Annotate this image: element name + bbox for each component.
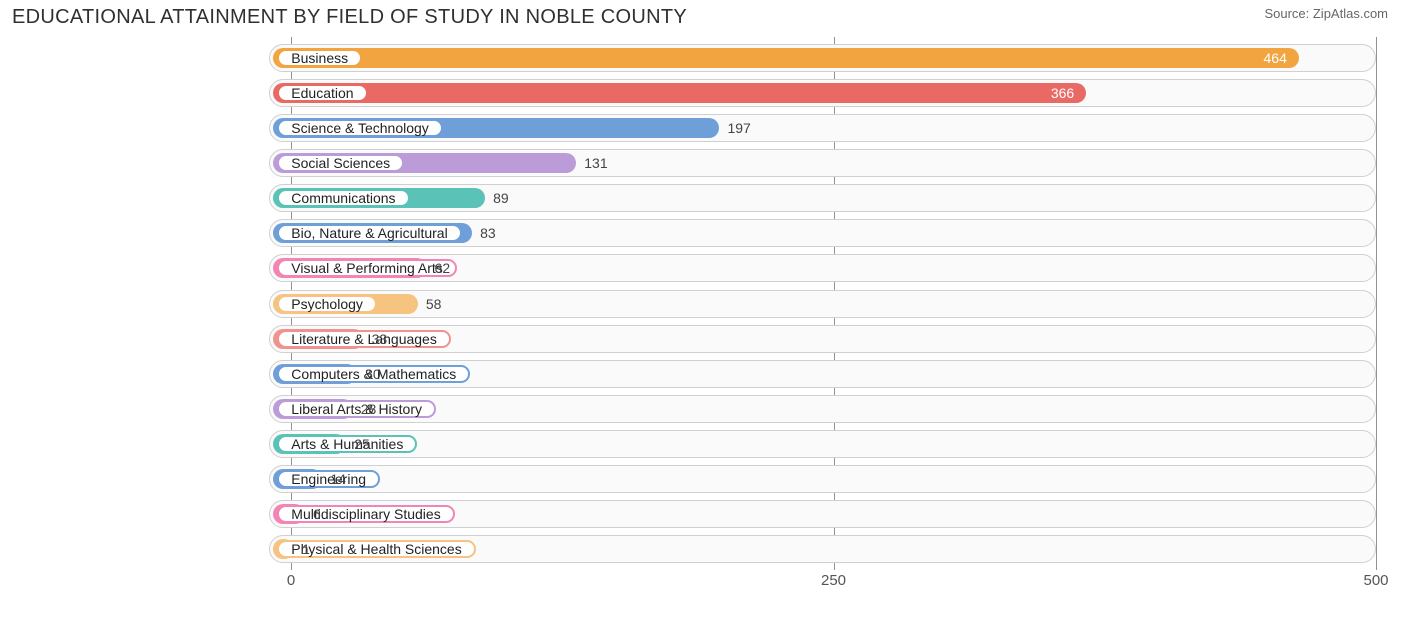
bar-value: 131: [584, 150, 607, 176]
category-pill: Communications: [277, 189, 409, 207]
category-label: Bio, Nature & Agricultural: [291, 225, 447, 241]
category-pill: Liberal Arts & History: [277, 400, 436, 418]
category-label: Liberal Arts & History: [291, 401, 422, 417]
bar-row: Engineering14: [269, 465, 1376, 493]
bar-row: Business 464: [269, 44, 1376, 72]
category-pill: Social Sciences: [277, 154, 404, 172]
category-label: Communications: [291, 190, 395, 206]
bar-row: Communications 89: [269, 184, 1376, 212]
x-tick-label: 500: [1363, 572, 1388, 589]
bar-row: Physical & Health Sciences1: [269, 535, 1376, 563]
bar: [273, 48, 1299, 68]
category-pill: Visual & Performing Arts: [277, 259, 456, 277]
bar-value: 464: [1264, 45, 1287, 71]
bar-row: Psychology 58: [269, 290, 1376, 318]
category-label: Education: [291, 85, 353, 101]
source-attribution: Source: ZipAtlas.com: [1264, 6, 1388, 21]
category-label: Visual & Performing Arts: [291, 260, 442, 276]
bar-row: Science & Technology 197: [269, 114, 1376, 142]
bar-value: 1: [302, 536, 310, 562]
category-label: Psychology: [291, 296, 363, 312]
category-pill: Science & Technology: [277, 119, 443, 137]
chart-container: Business 464 Education 366 Science & Technol…: [0, 29, 1406, 592]
category-pill: Bio, Nature & Agricultural: [277, 224, 461, 242]
page-title: EDUCATIONAL ATTAINMENT BY FIELD OF STUDY…: [12, 6, 687, 29]
category-label: Literature & Languages: [291, 331, 437, 347]
category-label: Arts & Humanities: [291, 436, 403, 452]
bar-row: Multidisciplinary Studies6: [269, 500, 1376, 528]
bar-row: Arts & Humanities25: [269, 430, 1376, 458]
category-label: Business: [291, 50, 348, 66]
bar-row: Computers & Mathematics30: [269, 360, 1376, 388]
category-pill: Engineering: [277, 470, 380, 488]
category-pill: Multidisciplinary Studies: [277, 505, 454, 523]
bar-value: 89: [493, 185, 509, 211]
bar: [273, 83, 1086, 103]
category-label: Physical & Health Sciences: [291, 541, 461, 557]
bar-value: 6: [313, 501, 321, 527]
bars-group: Business 464 Education 366 Science & Technol…: [18, 37, 1388, 570]
bar-row: Literature & Languages33: [269, 325, 1376, 353]
x-axis: 0 250 500: [18, 570, 1388, 592]
bar-value: 33: [372, 326, 388, 352]
bar-row: Education 366: [269, 79, 1376, 107]
category-label: Engineering: [291, 471, 366, 487]
bar-value: 62: [435, 255, 451, 281]
category-pill: Business: [277, 49, 362, 67]
x-tick-label: 0: [287, 572, 295, 589]
category-pill: Literature & Languages: [277, 330, 451, 348]
x-tick-label: 250: [821, 572, 846, 589]
bar-value: 83: [480, 220, 496, 246]
category-label: Social Sciences: [291, 155, 390, 171]
bar-row: Bio, Nature & Agricultural 83: [269, 219, 1376, 247]
bar-row: Social Sciences 131: [269, 149, 1376, 177]
bar-value: 197: [727, 115, 750, 141]
bar-value: 366: [1051, 80, 1074, 106]
bar-value: 30: [365, 361, 381, 387]
chart-area: Business 464 Education 366 Science & Technol…: [18, 37, 1388, 592]
category-label: Science & Technology: [291, 120, 429, 136]
bar-value: 14: [330, 466, 346, 492]
bar-value: 25: [354, 431, 370, 457]
bar-row: Visual & Performing Arts62: [269, 254, 1376, 282]
bar-value: 28: [361, 396, 377, 422]
category-pill: Psychology: [277, 295, 377, 313]
bar-row: Liberal Arts & History28: [269, 395, 1376, 423]
bar-value: 58: [426, 291, 442, 317]
category-pill: Arts & Humanities: [277, 435, 417, 453]
category-pill: Education: [277, 84, 367, 102]
